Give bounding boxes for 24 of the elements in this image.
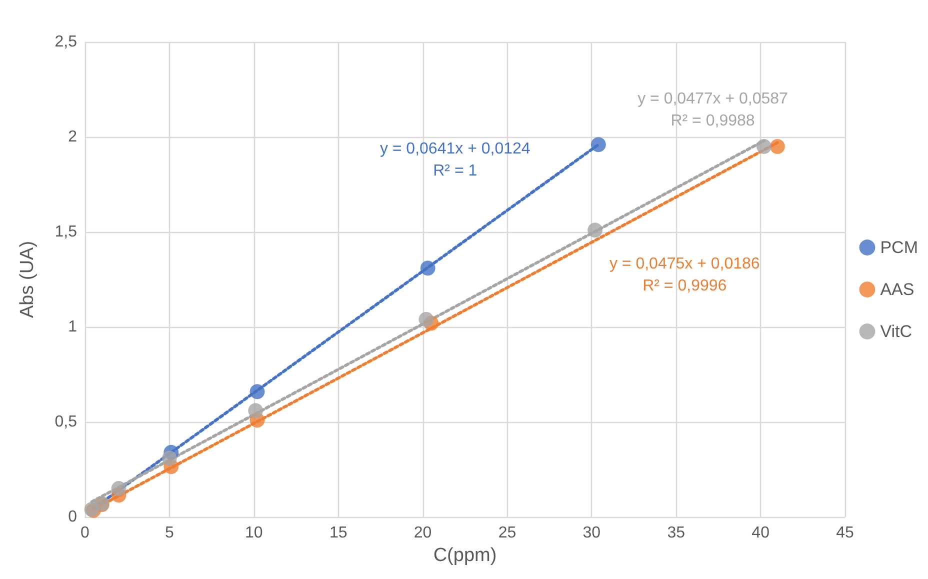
annotation: y = 0,0641x + 0,0124 R² = 1 [380,140,530,180]
legend-label: AAS [880,280,914,299]
x-tick-label: 10 [244,524,263,542]
x-tick-label: 40 [752,524,770,542]
y-axis-title: Abs (UA) [17,240,38,318]
legend-label: PCM [880,238,918,257]
x-axis-title: C(ppm) [433,544,497,566]
x-tick-label: 0 [80,524,90,542]
x-tick-label: 20 [414,524,432,542]
y-tick-label: 0 [68,508,78,526]
x-tick-label: 45 [836,524,854,542]
y-tick-label: 1,5 [54,224,78,240]
annotation: y = 0,0475x + 0,0186 R² = 0,9996 [609,256,760,295]
y-tick-label: 2,5 [54,34,78,50]
x-tick-label: 5 [164,524,174,542]
x-tick-label: 25 [498,524,516,542]
annotation: y = 0,0477x + 0,0587 R² = 0,9988 [638,90,788,130]
y-tick-label: 0,5 [54,414,78,430]
x-tick-label: 15 [329,524,348,542]
y-tick-label: 2 [68,128,78,146]
x-tick-label: 30 [582,524,601,542]
x-tick-label: 35 [667,524,686,542]
legend-label: VitC [880,322,912,341]
y-tick-label: 1 [68,318,78,336]
